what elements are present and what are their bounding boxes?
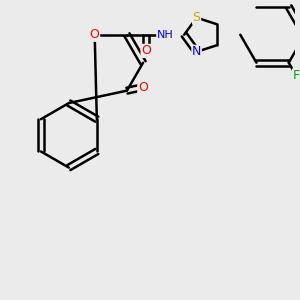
Text: N: N [192, 45, 201, 58]
Text: O: O [138, 81, 148, 94]
Text: F: F [292, 69, 300, 82]
Text: O: O [141, 44, 151, 57]
Text: O: O [90, 28, 100, 41]
Text: S: S [193, 11, 201, 24]
Text: NH: NH [157, 30, 173, 40]
